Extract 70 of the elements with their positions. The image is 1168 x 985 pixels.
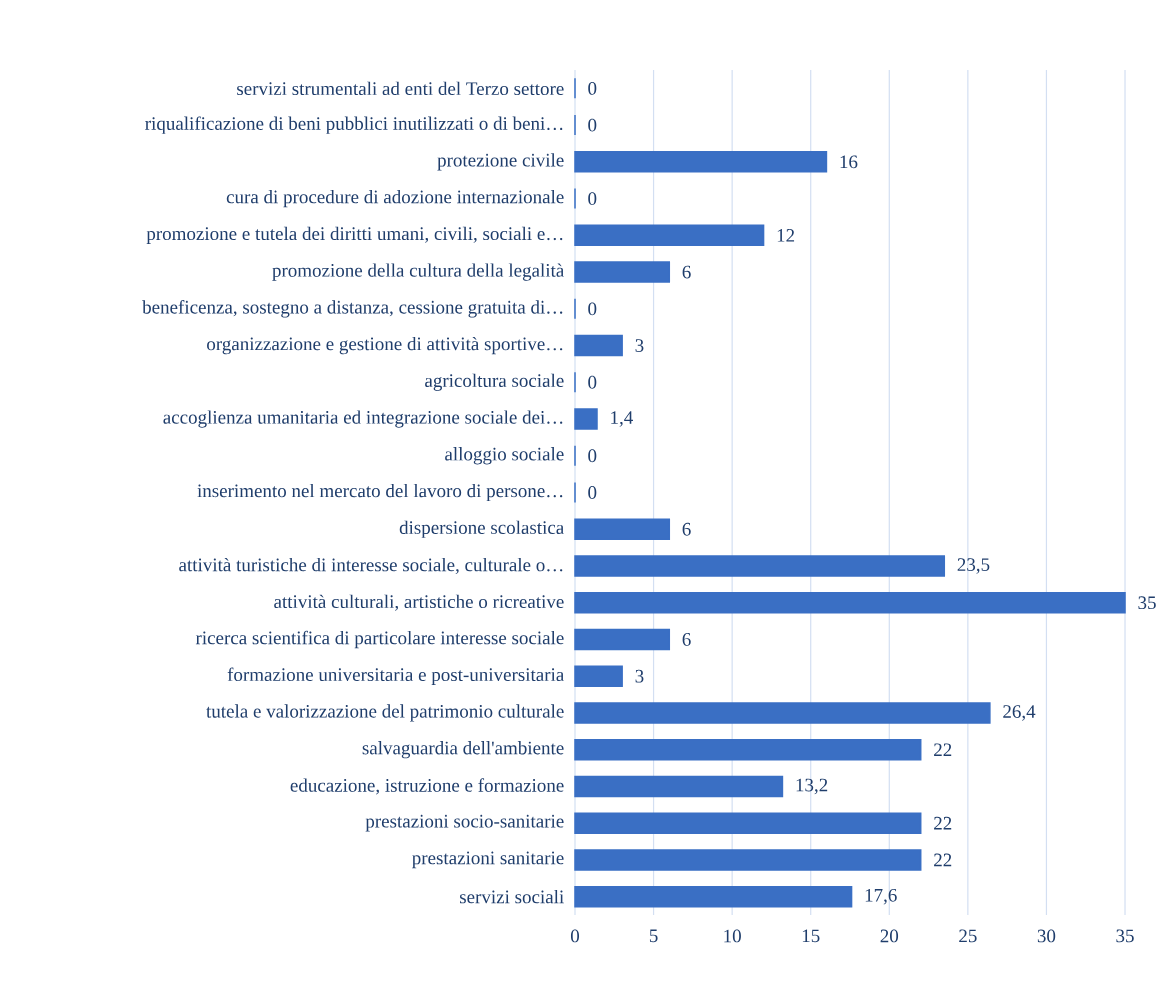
data-label: 1,4	[611, 411, 633, 427]
data-label: 26,4	[1003, 705, 1036, 721]
bar	[574, 849, 922, 871]
data-label: 3	[635, 669, 644, 683]
y-tick-label: tutela e valorizzazione del patrimonio culturale	[206, 704, 564, 722]
bar	[574, 702, 991, 724]
x-tick-label: 35	[1116, 929, 1134, 943]
y-tick-label: prestazioni sanitarie	[412, 851, 564, 869]
bar	[574, 812, 922, 834]
bar	[574, 151, 828, 173]
y-tick-label: promozione e tutela dei diritti umani, civili, sociali e…	[146, 226, 563, 244]
bar	[574, 555, 946, 577]
data-label: 12	[777, 229, 795, 242]
y-tick-label: protezione civile	[437, 153, 564, 171]
data-label: 22	[934, 853, 952, 867]
data-label: 0	[588, 449, 597, 463]
data-label: 6	[682, 265, 691, 279]
data-label: 6	[682, 522, 691, 536]
data-label: 0	[588, 81, 597, 95]
data-label: 23,5	[957, 558, 990, 574]
bar	[574, 334, 623, 357]
data-label: 0	[588, 375, 597, 389]
data-label: 13,2	[796, 778, 828, 795]
x-tick-label: 20	[880, 929, 899, 943]
bar	[574, 665, 623, 687]
bar	[574, 628, 671, 651]
data-label: 6	[682, 633, 691, 646]
y-tick-label: salvaguardia dell'ambiente	[362, 741, 564, 759]
bar	[574, 224, 765, 247]
data-label: 16	[840, 155, 858, 169]
y-tick-label: formazione universitaria e post-universitaria	[227, 667, 564, 685]
data-label: 17,6	[865, 888, 897, 905]
x-tick-label: 30	[1037, 929, 1056, 943]
x-tick-label: 15	[802, 929, 820, 943]
y-tick-label: attività culturali, artistiche o ricreative	[274, 594, 564, 611]
bar	[574, 408, 598, 430]
y-tick-label: educazione, istruzione e formazione	[290, 778, 564, 795]
data-label: 0	[588, 192, 597, 205]
y-tick-label: servizi strumentali ad enti del Terzo settore	[237, 81, 564, 96]
y-tick-label: agricoltura sociale	[425, 373, 564, 391]
x-tick-label: 5	[649, 929, 658, 943]
bar	[574, 261, 671, 283]
data-label: 35	[1138, 596, 1156, 610]
y-tick-label: servizi sociali	[460, 889, 564, 904]
bar	[574, 591, 1126, 614]
x-tick-label: 10	[724, 929, 741, 943]
y-tick-label: cura di procedure di adozione internazionale	[226, 189, 564, 208]
y-tick-label: promozione della cultura della legalità	[272, 263, 565, 281]
bar	[574, 518, 671, 540]
y-tick-label: inserimento nel mercato del lavoro di persone…	[197, 483, 563, 502]
y-tick-label: beneficenza, sostegno a distanza, cessione gratuita di…	[142, 300, 563, 318]
data-label: 3	[635, 339, 644, 352]
data-label: 22	[934, 743, 952, 756]
x-tick-label: 25	[959, 929, 977, 943]
y-tick-label: alloggio sociale	[445, 447, 564, 465]
y-tick-label: dispersione scolastica	[399, 520, 564, 538]
y-tick-label: attività turistiche di interesse sociale, culturale o…	[179, 557, 563, 575]
bar	[574, 775, 784, 798]
y-tick-label: prestazioni socio-sanitarie	[365, 814, 564, 832]
y-tick-label: organizzazione e gestione di attività sportive…	[207, 336, 563, 355]
y-tick-label: ricerca scientifica di particolare interesse sociale	[195, 630, 564, 649]
data-label: 0	[588, 486, 597, 499]
data-label: 0	[588, 118, 597, 132]
bar	[574, 738, 922, 761]
data-label: 0	[588, 302, 597, 316]
y-tick-label: accoglienza umanitaria ed integrazione sociale dei…	[163, 410, 563, 428]
x-tick-label: 0	[570, 929, 580, 943]
y-tick-label: riqualificazione di beni pubblici inutilizzati o di beni…	[145, 116, 563, 134]
data-label: 22	[934, 816, 952, 830]
bar	[574, 885, 853, 908]
